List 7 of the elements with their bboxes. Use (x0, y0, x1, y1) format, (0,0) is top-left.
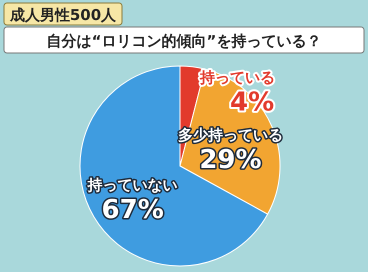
chart-title: 成人男性500人 (8, 6, 118, 24)
data-label: 67% (102, 194, 164, 225)
title: 成人男性500人 (4, 2, 122, 26)
data-label: 29% (199, 145, 262, 176)
subtitle: 自分は“ロリコン的傾向”を持っている？ (4, 26, 364, 54)
slice-label: 持っていない (86, 176, 178, 194)
chart-subtitle: 自分は“ロリコン的傾向”を持っている？ (46, 32, 322, 50)
